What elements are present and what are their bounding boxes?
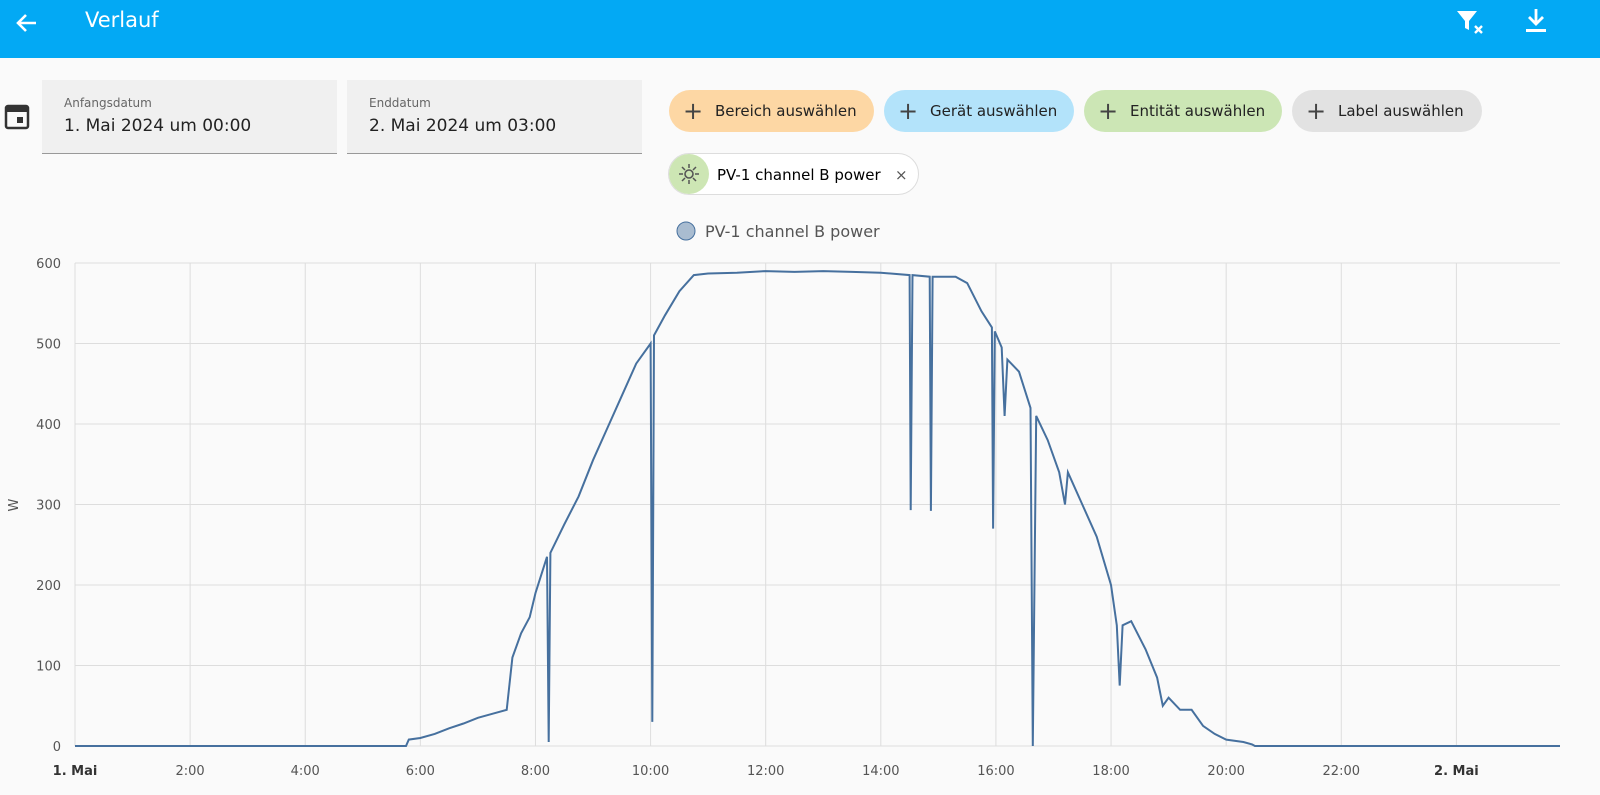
x-tick-label: 22:00 [1323, 764, 1360, 779]
end-date-field[interactable]: Enddatum 2. Mai 2024 um 03:00 [347, 80, 642, 154]
y-tick-label: 600 [36, 257, 61, 272]
app-bar: Verlauf [0, 0, 1600, 58]
x-tick-label: 1. Mai [53, 764, 98, 779]
page-title: Verlauf [85, 8, 159, 32]
calendar-icon [4, 104, 30, 130]
plus-icon: + [898, 97, 919, 125]
entity-icon [669, 154, 709, 194]
plus-icon: + [1306, 97, 1327, 125]
filter-chip[interactable]: + Bereich auswählen [669, 90, 874, 132]
start-date-field[interactable]: Anfangsdatum 1. Mai 2024 um 00:00 [42, 80, 337, 154]
x-tick-label: 12:00 [747, 764, 784, 779]
data-line [75, 270, 1560, 747]
x-tick-label: 4:00 [291, 764, 320, 779]
field-label: Anfangsdatum [64, 96, 152, 110]
download-button[interactable] [1522, 6, 1550, 36]
x-tick-label: 20:00 [1207, 764, 1244, 779]
field-label: Enddatum [369, 96, 431, 110]
legend-marker [676, 221, 696, 241]
x-tick-label: 10:00 [632, 764, 669, 779]
y-tick-label: 100 [36, 660, 61, 675]
clear-filter-button[interactable] [1455, 8, 1489, 38]
y-tick-label: 300 [36, 499, 61, 514]
chip-label: Bereich auswählen [715, 102, 857, 120]
x-tick-label: 16:00 [977, 764, 1014, 779]
y-tick-label: 0 [53, 740, 61, 755]
chip-label: Gerät auswählen [930, 102, 1058, 120]
y-tick-label: 200 [36, 579, 61, 594]
plus-icon: + [1098, 97, 1119, 125]
filter-chip[interactable]: + Gerät auswählen [884, 90, 1074, 132]
chip-label: Label auswählen [1338, 102, 1464, 120]
field-value: 1. Mai 2024 um 00:00 [64, 116, 252, 136]
field-value: 2. Mai 2024 um 03:00 [369, 116, 557, 136]
selected-entity-chip[interactable]: PV-1 channel B power × [668, 153, 919, 195]
filter-chip[interactable]: + Label auswählen [1292, 90, 1482, 132]
x-tick-label: 14:00 [862, 764, 899, 779]
y-tick-label: 400 [36, 418, 61, 433]
legend-label: PV-1 channel B power [705, 222, 880, 241]
x-tick-label: 6:00 [406, 764, 435, 779]
back-button[interactable] [12, 8, 42, 38]
x-tick-label: 2:00 [176, 764, 205, 779]
chip-label: PV-1 channel B power [717, 166, 881, 184]
chip-label: Entität auswählen [1130, 102, 1266, 120]
plus-icon: + [683, 97, 704, 125]
filter-chip[interactable]: + Entität auswählen [1084, 90, 1282, 132]
y-tick-label: 500 [36, 338, 61, 353]
x-tick-label: 2. Mai [1434, 764, 1479, 779]
remove-button[interactable]: × [895, 166, 908, 184]
y-axis-label: W [7, 498, 22, 511]
x-tick-label: 18:00 [1092, 764, 1129, 779]
x-tick-label: 8:00 [521, 764, 550, 779]
